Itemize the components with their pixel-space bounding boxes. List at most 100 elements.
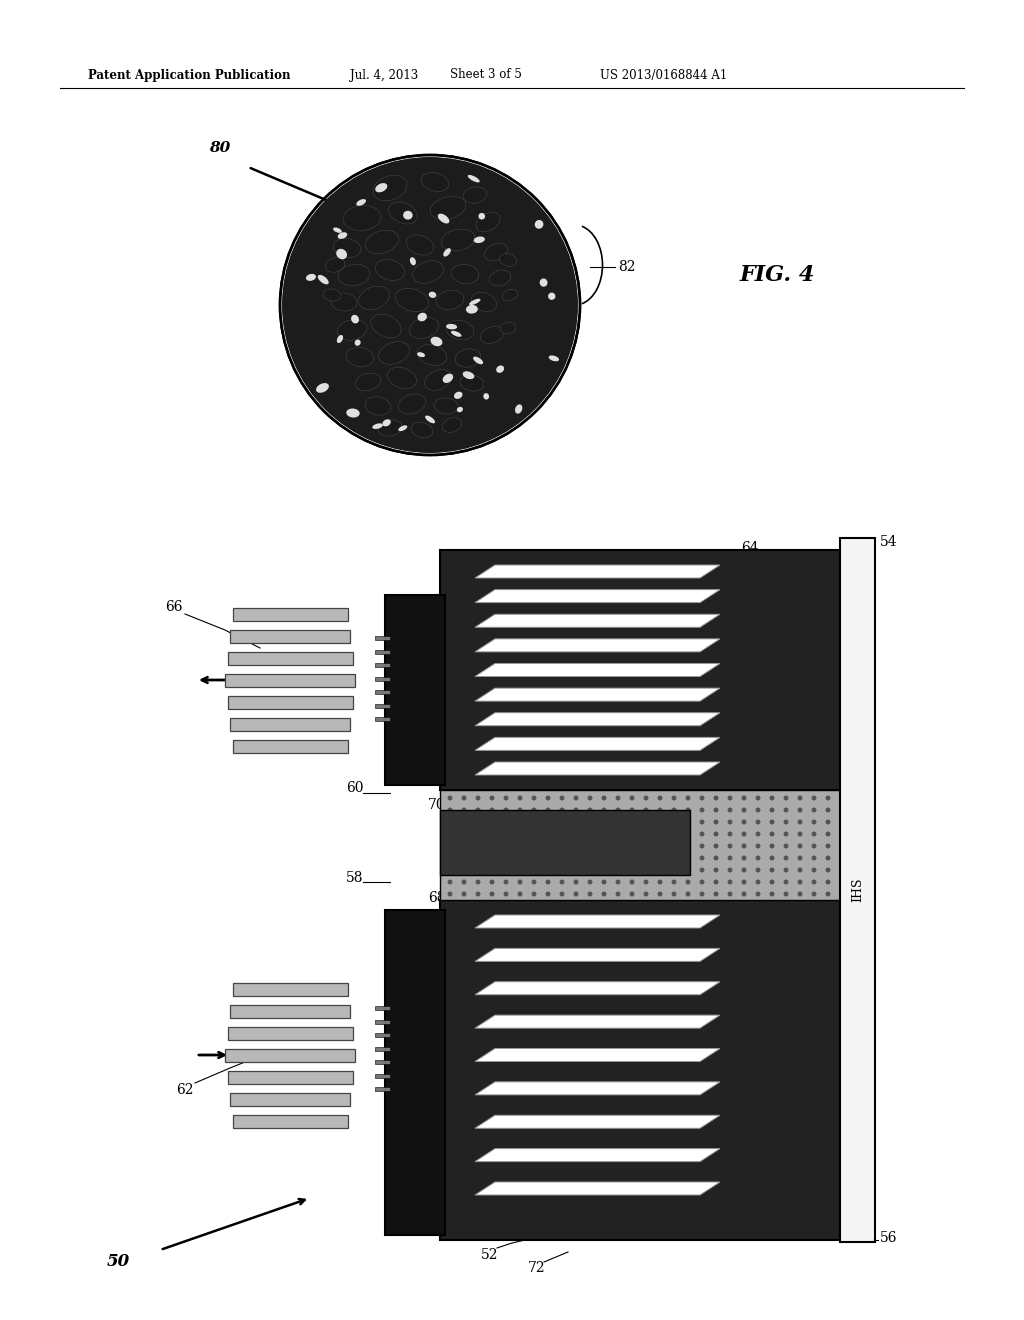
Circle shape (714, 843, 719, 849)
Bar (440, 550, 840, 789)
Circle shape (489, 808, 495, 813)
Circle shape (531, 796, 537, 800)
Text: Patent Application Publication: Patent Application Publication (88, 69, 291, 82)
Circle shape (714, 832, 719, 837)
Ellipse shape (410, 317, 438, 338)
Ellipse shape (398, 393, 426, 414)
Bar (375, 1019, 390, 1023)
Ellipse shape (484, 243, 507, 261)
Text: 50: 50 (106, 1254, 130, 1270)
Circle shape (714, 867, 719, 873)
Circle shape (811, 808, 816, 813)
Circle shape (672, 867, 677, 873)
Circle shape (573, 879, 579, 884)
Circle shape (699, 843, 705, 849)
Ellipse shape (316, 383, 329, 393)
Ellipse shape (460, 375, 484, 391)
Text: 58: 58 (346, 871, 364, 884)
Circle shape (657, 891, 663, 896)
Circle shape (630, 855, 635, 861)
Text: Sheet 3 of 5: Sheet 3 of 5 (450, 69, 522, 82)
Circle shape (588, 879, 593, 884)
Circle shape (769, 808, 774, 813)
Circle shape (615, 820, 621, 825)
Ellipse shape (443, 248, 451, 256)
Ellipse shape (476, 213, 500, 232)
Circle shape (462, 832, 467, 837)
Circle shape (504, 832, 509, 837)
Circle shape (615, 843, 621, 849)
Circle shape (825, 891, 830, 896)
Bar (375, 1060, 390, 1064)
Ellipse shape (333, 239, 360, 257)
Circle shape (546, 808, 551, 813)
Polygon shape (475, 915, 720, 928)
Circle shape (588, 855, 593, 861)
Circle shape (447, 820, 453, 825)
Circle shape (546, 843, 551, 849)
Circle shape (447, 867, 453, 873)
Circle shape (559, 796, 564, 800)
Circle shape (811, 855, 816, 861)
Circle shape (657, 867, 663, 873)
Bar (375, 663, 390, 667)
Ellipse shape (338, 264, 370, 285)
Ellipse shape (378, 420, 401, 436)
Text: Jul. 4, 2013: Jul. 4, 2013 (350, 69, 418, 82)
Circle shape (573, 891, 579, 896)
Circle shape (489, 832, 495, 837)
Circle shape (783, 879, 788, 884)
Circle shape (685, 832, 690, 837)
Ellipse shape (421, 173, 449, 191)
Circle shape (630, 832, 635, 837)
Circle shape (741, 808, 746, 813)
Circle shape (727, 843, 732, 849)
Circle shape (517, 855, 522, 861)
Circle shape (475, 843, 480, 849)
Bar (375, 1088, 390, 1092)
Circle shape (504, 891, 509, 896)
Ellipse shape (497, 366, 504, 372)
Circle shape (769, 820, 774, 825)
Circle shape (783, 867, 788, 873)
Bar (375, 649, 390, 653)
Circle shape (573, 832, 579, 837)
Circle shape (475, 808, 480, 813)
Circle shape (546, 796, 551, 800)
Circle shape (447, 855, 453, 861)
Text: 62: 62 (176, 1082, 194, 1097)
Circle shape (714, 808, 719, 813)
Ellipse shape (454, 392, 463, 399)
Circle shape (714, 796, 719, 800)
Text: 64: 64 (741, 541, 759, 554)
Circle shape (769, 891, 774, 896)
Ellipse shape (430, 197, 466, 219)
Circle shape (630, 820, 635, 825)
Circle shape (727, 867, 732, 873)
Polygon shape (475, 639, 720, 652)
Circle shape (657, 832, 663, 837)
Bar (440, 900, 840, 1239)
Circle shape (588, 867, 593, 873)
Circle shape (447, 832, 453, 837)
Polygon shape (475, 590, 720, 603)
Circle shape (489, 891, 495, 896)
Ellipse shape (483, 393, 489, 400)
Circle shape (727, 879, 732, 884)
Circle shape (699, 867, 705, 873)
Bar (230, 718, 350, 730)
Circle shape (462, 855, 467, 861)
Circle shape (601, 832, 606, 837)
Circle shape (462, 867, 467, 873)
Circle shape (699, 855, 705, 861)
Circle shape (798, 855, 803, 861)
Circle shape (643, 808, 648, 813)
Ellipse shape (351, 314, 359, 323)
Circle shape (588, 843, 593, 849)
Circle shape (531, 855, 537, 861)
Ellipse shape (473, 356, 483, 364)
Circle shape (489, 843, 495, 849)
Circle shape (630, 796, 635, 800)
Polygon shape (475, 688, 720, 701)
Polygon shape (475, 982, 720, 995)
